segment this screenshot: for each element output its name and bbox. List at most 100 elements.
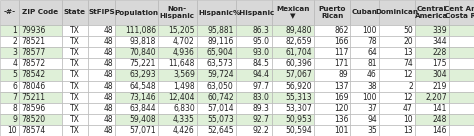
- Text: 93.0: 93.0: [253, 48, 270, 57]
- Bar: [88, 81, 115, 92]
- Bar: [379, 58, 415, 69]
- Bar: [62, 103, 88, 114]
- Bar: [62, 47, 88, 58]
- Text: 2: 2: [408, 82, 413, 91]
- Text: 166: 166: [334, 37, 348, 46]
- Text: 93,818: 93,818: [129, 37, 156, 46]
- Text: -#-: -#-: [3, 10, 16, 16]
- Bar: [350, 92, 379, 103]
- Text: TX: TX: [70, 70, 80, 79]
- Bar: [272, 58, 314, 69]
- Text: 5: 5: [12, 70, 17, 79]
- Bar: [314, 69, 350, 81]
- Text: 52,645: 52,645: [207, 126, 234, 135]
- Bar: [19, 0, 62, 25]
- Bar: [236, 114, 272, 125]
- Bar: [19, 81, 62, 92]
- Text: Mexican
▼: Mexican ▼: [276, 6, 310, 19]
- Bar: [236, 36, 272, 47]
- Bar: [62, 92, 88, 103]
- Text: 228: 228: [433, 48, 447, 57]
- Bar: [19, 114, 62, 125]
- Text: 78046: 78046: [21, 82, 45, 91]
- Bar: [415, 36, 449, 47]
- Text: 20: 20: [403, 37, 413, 46]
- Bar: [158, 36, 197, 47]
- Text: 117: 117: [334, 48, 348, 57]
- Text: 73,146: 73,146: [129, 93, 156, 102]
- Bar: [350, 0, 379, 25]
- Text: 48: 48: [104, 82, 113, 91]
- Text: TX: TX: [70, 104, 80, 113]
- Bar: [0, 0, 19, 25]
- Text: 4: 4: [12, 59, 17, 68]
- Text: 92.7: 92.7: [253, 115, 270, 124]
- Bar: [115, 0, 158, 25]
- Text: 63,844: 63,844: [129, 104, 156, 113]
- Text: 50: 50: [403, 26, 413, 35]
- Bar: [115, 47, 158, 58]
- Bar: [415, 92, 449, 103]
- Bar: [236, 81, 272, 92]
- Bar: [197, 69, 236, 81]
- Text: 48: 48: [104, 26, 113, 35]
- Bar: [379, 25, 415, 36]
- Bar: [415, 125, 449, 136]
- Text: 78572: 78572: [21, 59, 45, 68]
- Bar: [272, 81, 314, 92]
- Bar: [115, 69, 158, 81]
- Bar: [115, 58, 158, 69]
- Text: 95,881: 95,881: [207, 26, 234, 35]
- Bar: [236, 69, 272, 81]
- Bar: [0, 81, 19, 92]
- Bar: [158, 47, 197, 58]
- Text: 78542: 78542: [21, 70, 45, 79]
- Text: 48: 48: [104, 59, 113, 68]
- Bar: [158, 69, 197, 81]
- Text: TX: TX: [70, 37, 80, 46]
- Text: TX: TX: [70, 59, 80, 68]
- Text: 1,498: 1,498: [173, 82, 195, 91]
- Bar: [449, 25, 474, 36]
- Text: 97.7: 97.7: [253, 82, 270, 91]
- Bar: [197, 0, 236, 25]
- Bar: [415, 25, 449, 36]
- Text: 95.0: 95.0: [253, 37, 270, 46]
- Bar: [379, 69, 415, 81]
- Text: 94: 94: [367, 115, 377, 124]
- Text: 78596: 78596: [21, 104, 45, 113]
- Bar: [0, 125, 19, 136]
- Bar: [19, 58, 62, 69]
- Text: 59,724: 59,724: [207, 70, 234, 79]
- Bar: [314, 36, 350, 47]
- Bar: [158, 114, 197, 125]
- Bar: [158, 81, 197, 92]
- Text: 86.3: 86.3: [253, 26, 270, 35]
- Bar: [379, 125, 415, 136]
- Bar: [449, 58, 474, 69]
- Bar: [272, 114, 314, 125]
- Text: 78521: 78521: [21, 37, 45, 46]
- Bar: [19, 125, 62, 136]
- Bar: [197, 81, 236, 92]
- Text: 57,067: 57,067: [286, 70, 312, 79]
- Bar: [115, 125, 158, 136]
- Bar: [115, 81, 158, 92]
- Text: 169: 169: [334, 93, 348, 102]
- Bar: [272, 69, 314, 81]
- Text: 81: 81: [367, 59, 377, 68]
- Text: 89: 89: [339, 70, 348, 79]
- Bar: [236, 25, 272, 36]
- Bar: [272, 92, 314, 103]
- Text: 64,548: 64,548: [129, 82, 156, 91]
- Bar: [197, 47, 236, 58]
- Text: 48: 48: [104, 70, 113, 79]
- Bar: [197, 25, 236, 36]
- Text: 78520: 78520: [21, 115, 45, 124]
- Text: 75,221: 75,221: [129, 59, 156, 68]
- Bar: [62, 36, 88, 47]
- Bar: [415, 58, 449, 69]
- Text: 89.3: 89.3: [253, 104, 270, 113]
- Bar: [379, 92, 415, 103]
- Bar: [197, 103, 236, 114]
